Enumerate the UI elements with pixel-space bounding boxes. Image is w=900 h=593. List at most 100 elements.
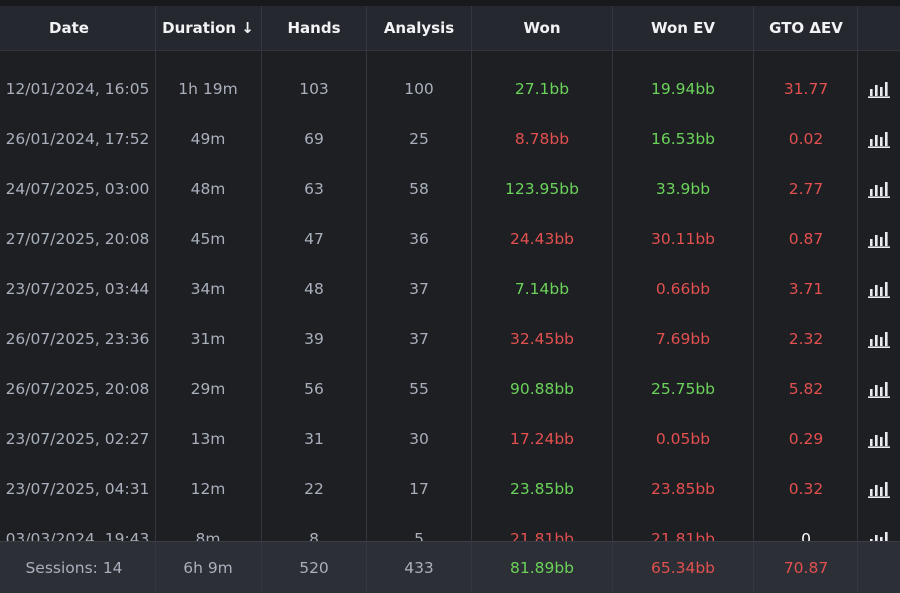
footer-hands: 520 xyxy=(299,558,329,577)
col-header-won-ev[interactable]: Won EV xyxy=(650,19,716,37)
cell-analysis: 30 xyxy=(409,430,429,448)
cell-analysis: 36 xyxy=(409,230,429,248)
cell-won: 21.81bb xyxy=(509,530,575,541)
footer-sessions: Sessions: 14 xyxy=(25,558,123,577)
bar-chart-icon[interactable] xyxy=(858,414,900,464)
cell-won: 7.14bb xyxy=(514,280,570,298)
cell-gto-dev: 0.32 xyxy=(788,480,824,498)
cell-date: 27/07/2025, 20:08 xyxy=(5,230,150,248)
table-row[interactable]: 24/07/2025, 03:00 48m 63 58 123.95bb 33.9bb 2.… xyxy=(0,164,900,214)
cell-won: 8.78bb xyxy=(514,130,570,148)
col-header-gto-dev[interactable]: GTO ΔEV xyxy=(769,19,843,37)
cell-gto-dev: 5.82 xyxy=(788,380,824,398)
table-row[interactable]: 23/07/2025, 03:44 34m 48 37 7.14bb 0.66bb 3.71 xyxy=(0,264,900,314)
cell-won-ev: 25.75bb xyxy=(650,380,716,398)
col-divider xyxy=(471,6,472,592)
cell-hands: 31 xyxy=(304,430,324,448)
cell-gto-dev: 2.32 xyxy=(788,330,824,348)
cell-date: 26/01/2024, 17:52 xyxy=(5,130,150,148)
bar-chart-icon[interactable] xyxy=(858,264,900,314)
col-header-won[interactable]: Won xyxy=(523,19,561,37)
col-header-hands[interactable]: Hands xyxy=(287,19,341,37)
cell-won-ev: 0.05bb xyxy=(655,430,711,448)
cell-duration: 13m xyxy=(190,430,226,448)
cell-gto-dev: 31.77 xyxy=(783,80,829,98)
cell-hands: 103 xyxy=(299,80,329,98)
bar-chart-icon[interactable] xyxy=(858,314,900,364)
cell-date: 23/07/2025, 02:27 xyxy=(5,430,150,448)
cell-won-ev: 21.81bb xyxy=(650,530,716,541)
cell-won: 90.88bb xyxy=(509,380,575,398)
bar-chart-icon[interactable] xyxy=(858,114,900,164)
col-header-analysis[interactable]: Analysis xyxy=(383,19,455,37)
cell-analysis: 37 xyxy=(409,330,429,348)
footer-gto-dev: 70.87 xyxy=(783,558,829,577)
col-header-duration[interactable]: Duration ↓ xyxy=(162,19,254,37)
cell-duration: 49m xyxy=(190,130,226,148)
cell-duration: 31m xyxy=(190,330,226,348)
table-body: 12/01/2024, 16:05 1h 19m 103 100 27.1bb 19.94… xyxy=(0,51,900,541)
bar-chart-icon[interactable] xyxy=(858,64,900,114)
footer-won: 81.89bb xyxy=(509,558,575,577)
cell-duration: 29m xyxy=(190,380,226,398)
table-row[interactable]: 23/07/2025, 02:27 13m 31 30 17.24bb 0.05bb 0.2… xyxy=(0,414,900,464)
bar-chart-icon[interactable] xyxy=(858,364,900,414)
cell-date: 23/07/2025, 04:31 xyxy=(5,480,150,498)
table-row[interactable]: 12/01/2024, 16:05 1h 19m 103 100 27.1bb 19.94… xyxy=(0,64,900,114)
cell-hands: 56 xyxy=(304,380,324,398)
cell-analysis: 55 xyxy=(409,380,429,398)
cell-won-ev: 0.66bb xyxy=(655,280,711,298)
col-divider xyxy=(155,6,156,592)
cell-duration: 1h 19m xyxy=(178,80,238,98)
cell-analysis: 25 xyxy=(409,130,429,148)
cell-gto-dev: 0 xyxy=(801,530,811,541)
table-row[interactable]: 26/01/2024, 17:52 49m 69 25 8.78bb 16.53bb 0.0… xyxy=(0,114,900,164)
col-divider xyxy=(612,6,613,592)
cell-gto-dev: 0.87 xyxy=(788,230,824,248)
cell-gto-dev: 0.02 xyxy=(788,130,824,148)
bar-chart-icon[interactable] xyxy=(858,514,900,541)
table-row[interactable]: 27/07/2025, 20:08 45m 47 36 24.43bb 30.11bb 0.… xyxy=(0,214,900,264)
cell-won-ev: 19.94bb xyxy=(650,80,716,98)
cell-hands: 8 xyxy=(309,530,319,541)
cell-date: 12/01/2024, 16:05 xyxy=(5,80,150,98)
footer-analysis: 433 xyxy=(404,558,434,577)
bar-chart-icon[interactable] xyxy=(858,164,900,214)
cell-hands: 39 xyxy=(304,330,324,348)
footer-won-ev: 65.34bb xyxy=(650,558,716,577)
table-row[interactable]: 03/03/2024, 19:43 8m 8 5 21.81bb 21.81bb 0 xyxy=(0,514,900,541)
col-divider xyxy=(366,6,367,592)
cell-won-ev: 7.69bb xyxy=(655,330,711,348)
cell-date: 26/07/2025, 23:36 xyxy=(5,330,150,348)
bar-chart-icon[interactable] xyxy=(858,464,900,514)
cell-analysis: 100 xyxy=(404,80,434,98)
cell-duration: 48m xyxy=(190,180,226,198)
table-row[interactable]: 23/07/2025, 04:31 12m 22 17 23.85bb 23.85bb 0.… xyxy=(0,464,900,514)
table-row[interactable]: 26/07/2025, 23:36 31m 39 37 32.45bb 7.69bb 2.3… xyxy=(0,314,900,364)
cell-gto-dev: 0.29 xyxy=(788,430,824,448)
cell-duration: 12m xyxy=(190,480,226,498)
table-row[interactable]: 26/07/2025, 20:08 29m 56 55 90.88bb 25.75bb 5.… xyxy=(0,364,900,414)
col-divider xyxy=(261,6,262,592)
cell-date: 23/07/2025, 03:44 xyxy=(5,280,150,298)
table-top-edge xyxy=(0,0,900,6)
cell-analysis: 37 xyxy=(409,280,429,298)
cell-won: 23.85bb xyxy=(509,480,575,498)
cell-won: 27.1bb xyxy=(514,80,570,98)
col-divider xyxy=(753,6,754,592)
cell-hands: 69 xyxy=(304,130,324,148)
cell-hands: 48 xyxy=(304,280,324,298)
cell-won: 123.95bb xyxy=(505,180,579,198)
cell-won-ev: 23.85bb xyxy=(650,480,716,498)
cell-duration: 34m xyxy=(190,280,226,298)
cell-analysis: 58 xyxy=(409,180,429,198)
cell-analysis: 17 xyxy=(409,480,429,498)
table-header: Date Duration ↓ Hands Analysis Won Won E… xyxy=(0,6,900,51)
cell-gto-dev: 2.77 xyxy=(788,180,824,198)
col-header-date[interactable]: Date xyxy=(49,19,89,37)
bar-chart-icon[interactable] xyxy=(858,214,900,264)
cell-won: 17.24bb xyxy=(509,430,575,448)
cell-duration: 45m xyxy=(190,230,226,248)
cell-won-ev: 16.53bb xyxy=(650,130,716,148)
